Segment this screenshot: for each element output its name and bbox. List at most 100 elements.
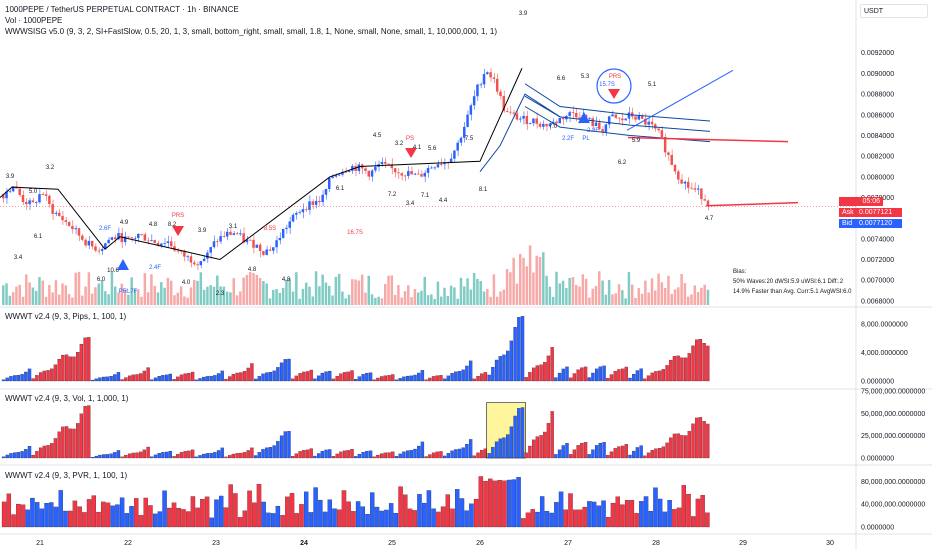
pips-bar	[124, 377, 128, 382]
volume-bar	[383, 283, 387, 305]
pvr-bar	[346, 501, 351, 528]
pvr-bar	[72, 500, 78, 528]
wave-label: 3.9	[198, 228, 207, 234]
candle-body	[272, 247, 275, 251]
candle-body	[667, 152, 670, 155]
price-tick-label: 0.0088000	[861, 92, 894, 99]
volume-bar	[584, 278, 588, 305]
volume-bar	[607, 280, 611, 305]
candle-body	[41, 194, 45, 195]
volume-bar	[225, 291, 229, 305]
volume-legend[interactable]: Vol · 1000PEPE	[5, 16, 63, 25]
pips-bar	[342, 372, 347, 382]
volume-bar	[87, 272, 91, 305]
candle-body	[634, 116, 637, 120]
candle-body	[308, 201, 311, 210]
pvr-bar	[544, 511, 550, 528]
volume-bar	[275, 288, 278, 305]
pvr-bar	[365, 514, 370, 528]
pvr-pane-title[interactable]: WWWT v2.4 (9, 3, PVR, 1, 100, 1)	[5, 471, 128, 480]
pvr-bar	[450, 508, 455, 528]
vol-bar	[376, 454, 380, 459]
candle-body	[472, 96, 476, 106]
pips-bar	[116, 372, 121, 382]
pips-bar	[9, 376, 13, 382]
volume-bar	[186, 297, 189, 305]
candle-body	[390, 164, 394, 169]
pips-pane-title[interactable]: WWWT v2.4 (9, 3, Pips, 1, 100, 1)	[5, 312, 127, 321]
volume-bar	[127, 294, 130, 305]
sell-signal-triangle	[608, 89, 620, 99]
pvr-bar	[129, 506, 134, 528]
vol-bar	[164, 451, 169, 459]
volume-bar	[538, 257, 542, 305]
pips-bar	[606, 378, 610, 382]
volume-bar	[505, 269, 509, 305]
volume-bar	[469, 289, 473, 305]
pips-bar	[161, 375, 165, 382]
vol-bar	[476, 452, 480, 459]
pvr-bar	[110, 505, 115, 528]
pvr-bar	[629, 500, 635, 528]
pips-bar	[153, 377, 158, 382]
pips-bar	[632, 373, 636, 382]
volume-bar	[548, 286, 552, 305]
vol-bar	[491, 447, 495, 459]
candle-body	[670, 154, 673, 165]
pvr-bar	[233, 493, 238, 528]
vol-pane-title[interactable]: WWWT v2.4 (9, 3, Vol, 1, 1,000, 1)	[5, 394, 129, 403]
pvr-bar	[294, 513, 299, 528]
pips-bar	[172, 379, 176, 382]
candle-body	[314, 200, 318, 205]
pvr-bar	[412, 510, 417, 528]
volume-bar	[235, 295, 239, 305]
pips-bar	[702, 343, 706, 382]
volume-bar	[360, 274, 364, 305]
volume-bar	[163, 287, 166, 305]
pips-bar	[146, 367, 150, 382]
pvr-bar	[473, 498, 479, 528]
candle-body	[423, 172, 426, 177]
vol-bar	[331, 456, 336, 459]
volume-bar	[370, 294, 374, 305]
pvr-bar	[639, 501, 644, 528]
pips-bar	[483, 372, 488, 382]
pips-bar	[454, 371, 458, 382]
symbol-title: 1000PEPE / TetherUS PERPETUAL CONTRACT ·…	[5, 5, 239, 14]
pips-bar	[187, 373, 191, 382]
pvr-tick-label: 0.0000000	[861, 525, 894, 532]
vol-bar	[316, 453, 321, 459]
vol-bar	[624, 444, 628, 459]
candle-body	[2, 194, 5, 199]
pvr-bar	[171, 502, 177, 528]
bias-title: Bias:	[733, 269, 747, 275]
vol-bar	[101, 454, 106, 459]
candle-body	[31, 200, 35, 203]
vol-bar	[531, 439, 536, 459]
vol-bar	[328, 449, 332, 459]
price-tick-label: 0.0086000	[861, 112, 894, 119]
candle-body	[644, 118, 647, 125]
wwwsisg-legend[interactable]: WWWSISG v5.0 (9, 3, 2, SI+FastSlow, 0.5,…	[5, 27, 497, 36]
volume-bar	[479, 281, 482, 305]
vol-bar	[350, 449, 354, 459]
candle-body	[94, 246, 97, 251]
candle-body	[690, 187, 693, 189]
pips-bar	[354, 378, 358, 382]
volume-bar	[100, 280, 104, 305]
wave-label: 3.4	[406, 201, 415, 207]
pips-bar	[494, 359, 499, 382]
vol-bar	[698, 417, 703, 459]
pvr-bar	[662, 511, 668, 528]
vol-bar	[79, 413, 84, 459]
vol-bar	[617, 446, 621, 459]
volume-bar	[189, 287, 193, 305]
candle-body	[258, 244, 262, 252]
pips-bar	[90, 379, 95, 382]
pvr-bar	[285, 496, 290, 528]
pvr-bar	[695, 498, 701, 528]
volume-bar	[318, 286, 321, 305]
currency-selector[interactable]: USDT	[860, 4, 928, 18]
pips-bar	[591, 372, 595, 382]
